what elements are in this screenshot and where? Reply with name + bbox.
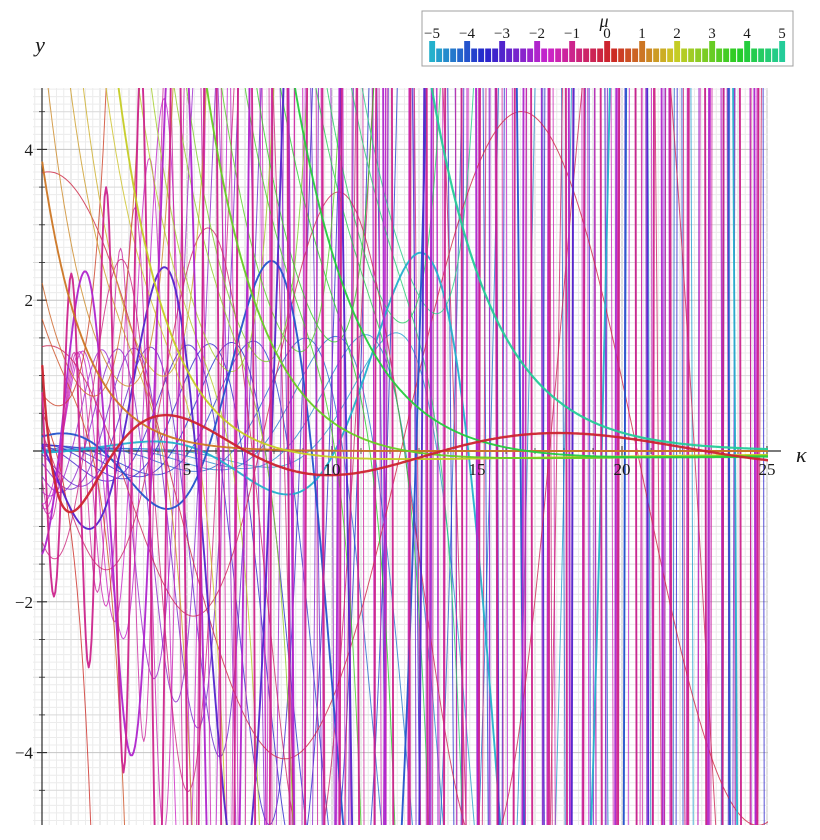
legend-tick-label: −2 <box>529 26 545 42</box>
legend-swatch <box>667 48 674 62</box>
legend-tick-label: −3 <box>494 26 510 42</box>
curve-mu--3.0 <box>41 88 725 825</box>
legend-tick-label: −5 <box>424 26 440 42</box>
legend-swatch <box>653 48 660 62</box>
legend-swatch <box>618 48 625 62</box>
legend-swatch <box>520 48 527 62</box>
legend-swatch <box>457 48 464 62</box>
legend-swatch <box>590 48 597 62</box>
curve-mu-0.0 <box>41 364 768 514</box>
legend-tick-label: 4 <box>743 26 751 42</box>
legend-tick-label: −4 <box>459 26 475 42</box>
curve-mu-1.6 <box>82 88 207 377</box>
y-axis-title: y <box>33 32 45 57</box>
y-tick-label: 2 <box>25 291 34 310</box>
legend-title: μ <box>598 11 608 31</box>
tick-labels: 5 10 15 20 25 −4 −2 2 4 <box>15 140 776 762</box>
legend-tick-label: 0 <box>603 26 611 42</box>
y-tick-label: −2 <box>15 593 33 612</box>
curve-mu-2.2 <box>138 88 260 825</box>
legend-tick-label: 5 <box>778 26 786 42</box>
curve-mu--3.2 <box>41 88 707 825</box>
legend-swatch <box>534 41 541 62</box>
curve-mu-1.2 <box>47 88 174 387</box>
curve-mu-5.0 <box>430 88 768 451</box>
legend-swatch <box>730 48 737 62</box>
x-tick-label: 20 <box>614 460 631 479</box>
curve-mu-2.4 <box>150 88 275 372</box>
legend-swatch <box>688 48 695 62</box>
legend-swatch <box>765 48 772 62</box>
legend-swatch <box>737 48 744 62</box>
legend-swatch <box>562 48 569 62</box>
legend-swatch <box>499 41 506 62</box>
legend-swatch <box>513 48 520 62</box>
x-tick-label: 15 <box>469 460 486 479</box>
x-axis-title: κ <box>796 442 807 467</box>
legend-swatch <box>583 48 590 62</box>
curve-mu--1.6 <box>41 88 758 825</box>
curve-mu--2.6 <box>41 88 736 825</box>
legend-swatch <box>695 48 702 62</box>
curve-mu--2.0 <box>41 88 757 825</box>
legend-swatch <box>464 41 471 62</box>
legend-swatch <box>443 48 450 62</box>
legend-swatch <box>429 41 436 62</box>
x-tick-label: 10 <box>324 460 341 479</box>
legend-colorbar: μ −5 −4 −3 −2 −1 0 1 2 3 4 5 <box>421 10 794 67</box>
legend-tick-label: 1 <box>638 26 646 42</box>
legend-swatch <box>632 48 639 62</box>
y-tick-label: −4 <box>15 744 34 763</box>
x-tick-label: 25 <box>759 460 776 479</box>
legend-swatch <box>569 41 576 62</box>
curve-mu-4.0 <box>294 88 768 459</box>
y-tick-label: 4 <box>25 140 34 159</box>
curve-mu-1.4 <box>69 88 193 825</box>
x-tick-label: 5 <box>183 460 192 479</box>
legend-swatch <box>758 48 765 62</box>
legend-swatch <box>660 48 667 62</box>
legend-swatch <box>555 48 562 62</box>
legend-swatch <box>478 48 485 62</box>
curve-mu-1.8 <box>105 88 227 825</box>
legend-swatch <box>471 48 478 62</box>
legend-swatch <box>674 41 681 62</box>
legend-swatch <box>527 48 534 62</box>
legend-swatch <box>639 41 646 62</box>
legend-swatch <box>485 48 492 62</box>
legend-swatch <box>646 48 653 62</box>
legend-swatch <box>709 41 716 62</box>
legend-swatch <box>723 48 730 62</box>
legend-swatch <box>506 48 513 62</box>
legend-swatch <box>450 48 457 62</box>
curve-mu--3.8 <box>41 88 684 825</box>
legend-swatch <box>604 41 611 62</box>
legend-swatch <box>576 48 583 62</box>
legend-tick-label: −1 <box>564 26 580 42</box>
curve-mu--0.6 <box>41 88 762 825</box>
legend-swatch <box>772 48 779 62</box>
legend-swatch <box>541 48 548 62</box>
legend-swatch <box>611 48 618 62</box>
legend-swatch <box>779 41 786 62</box>
legend-swatch <box>548 48 555 62</box>
curve-mu--1.0 <box>41 88 760 825</box>
curve-family <box>41 88 768 825</box>
legend-swatch <box>744 41 751 62</box>
legend-tick-label: 2 <box>673 26 681 42</box>
legend-swatch <box>681 48 688 62</box>
curve-mu-2.0 <box>117 88 768 461</box>
legend-swatch <box>702 48 709 62</box>
legend-swatch <box>625 48 632 62</box>
legend-tick-label: 3 <box>708 26 716 42</box>
legend-swatch <box>751 48 758 62</box>
legend-swatch <box>716 48 723 62</box>
legend-swatch <box>436 48 443 62</box>
legend-swatch <box>492 48 499 62</box>
legend-swatch <box>597 48 604 62</box>
